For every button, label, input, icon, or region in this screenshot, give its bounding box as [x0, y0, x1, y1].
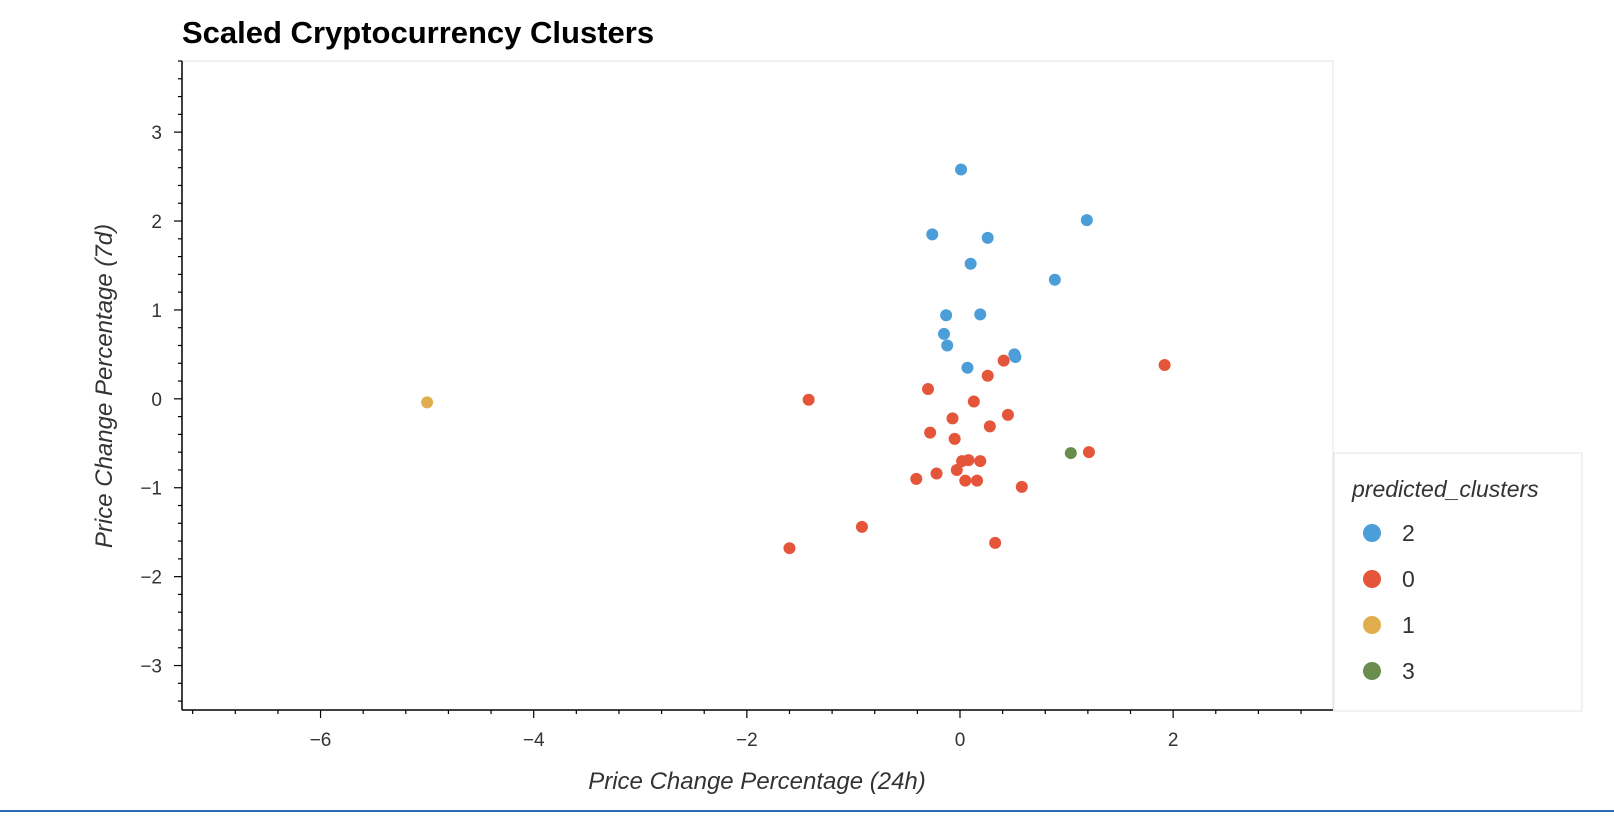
y-tick-label: 0 [151, 390, 162, 411]
data-point-cluster-2[interactable] [974, 308, 987, 321]
x-tick-label: −6 [310, 730, 332, 751]
data-point-cluster-2[interactable] [938, 327, 951, 340]
x-tick-label: 2 [1168, 730, 1179, 751]
data-point-cluster-2[interactable] [941, 339, 954, 352]
legend-label-3[interactable]: 3 [1402, 658, 1415, 684]
y-axis: −3 −2 −1 0 1 2 3 [140, 60, 183, 710]
data-point-cluster-0[interactable] [910, 472, 923, 485]
legend-swatch-0 [1363, 570, 1381, 588]
y-tick-label: −2 [140, 568, 162, 589]
y-tick-label: 1 [151, 301, 162, 322]
data-point-cluster-0[interactable] [1158, 359, 1171, 372]
data-point-cluster-0[interactable] [802, 393, 815, 406]
data-point-cluster-0[interactable] [967, 395, 980, 408]
data-point-cluster-2[interactable] [940, 309, 953, 322]
legend-swatch-3 [1363, 662, 1381, 680]
x-axis-label: Price Change Percentage (24h) [588, 768, 926, 795]
data-point-cluster-0[interactable] [1001, 408, 1014, 421]
data-point-cluster-2[interactable] [1080, 214, 1093, 227]
bottom-divider [0, 810, 1614, 812]
data-point-cluster-0[interactable] [981, 369, 994, 382]
points-layer [421, 163, 1171, 555]
data-point-cluster-0[interactable] [1015, 480, 1028, 493]
data-point-cluster-1[interactable] [421, 396, 434, 409]
chart-title: Scaled Cryptocurrency Clusters [182, 15, 654, 50]
data-point-cluster-2[interactable] [961, 361, 974, 374]
data-point-cluster-0[interactable] [930, 467, 943, 480]
data-point-cluster-0[interactable] [855, 520, 868, 533]
y-tick-label: 3 [151, 123, 162, 144]
y-tick-label: 2 [151, 212, 162, 233]
data-point-cluster-0[interactable] [997, 354, 1010, 367]
data-point-cluster-2[interactable] [964, 257, 977, 270]
y-tick-label: −1 [140, 479, 162, 500]
data-point-cluster-0[interactable] [924, 426, 937, 439]
x-tick-label: −4 [523, 730, 545, 751]
data-point-cluster-0[interactable] [983, 420, 996, 433]
data-point-cluster-0[interactable] [922, 383, 935, 396]
data-point-cluster-0[interactable] [948, 432, 961, 445]
data-point-cluster-2[interactable] [1009, 351, 1022, 364]
data-point-cluster-0[interactable] [971, 474, 984, 487]
plot-area[interactable] [181, 60, 1334, 711]
legend-swatch-1 [1363, 616, 1381, 634]
legend-label-1[interactable]: 1 [1402, 612, 1415, 638]
data-point-cluster-2[interactable] [926, 228, 939, 241]
data-point-cluster-2[interactable] [981, 231, 994, 244]
data-point-cluster-0[interactable] [974, 455, 987, 468]
data-point-cluster-0[interactable] [946, 412, 959, 425]
data-point-cluster-0[interactable] [989, 536, 1002, 549]
data-point-cluster-0[interactable] [783, 542, 796, 555]
legend-label-2[interactable]: 2 [1402, 520, 1415, 546]
data-point-cluster-0[interactable] [959, 474, 972, 487]
legend-title: predicted_clusters [1351, 476, 1539, 502]
data-point-cluster-0[interactable] [962, 454, 975, 467]
data-point-cluster-0[interactable] [950, 463, 963, 476]
data-point-cluster-2[interactable] [1048, 273, 1061, 286]
x-tick-label: 0 [955, 730, 966, 751]
y-axis-label: Price Change Percentage (7d) [91, 224, 118, 548]
legend-label-0[interactable]: 0 [1402, 566, 1415, 592]
data-point-cluster-3[interactable] [1064, 447, 1077, 460]
y-tick-label: −3 [140, 657, 162, 678]
data-point-cluster-2[interactable] [955, 163, 968, 176]
legend-swatch-2 [1363, 524, 1381, 542]
x-axis: −6 −4 −2 0 2 [182, 709, 1333, 751]
data-point-cluster-0[interactable] [1082, 446, 1095, 459]
x-tick-label: −2 [736, 730, 758, 751]
